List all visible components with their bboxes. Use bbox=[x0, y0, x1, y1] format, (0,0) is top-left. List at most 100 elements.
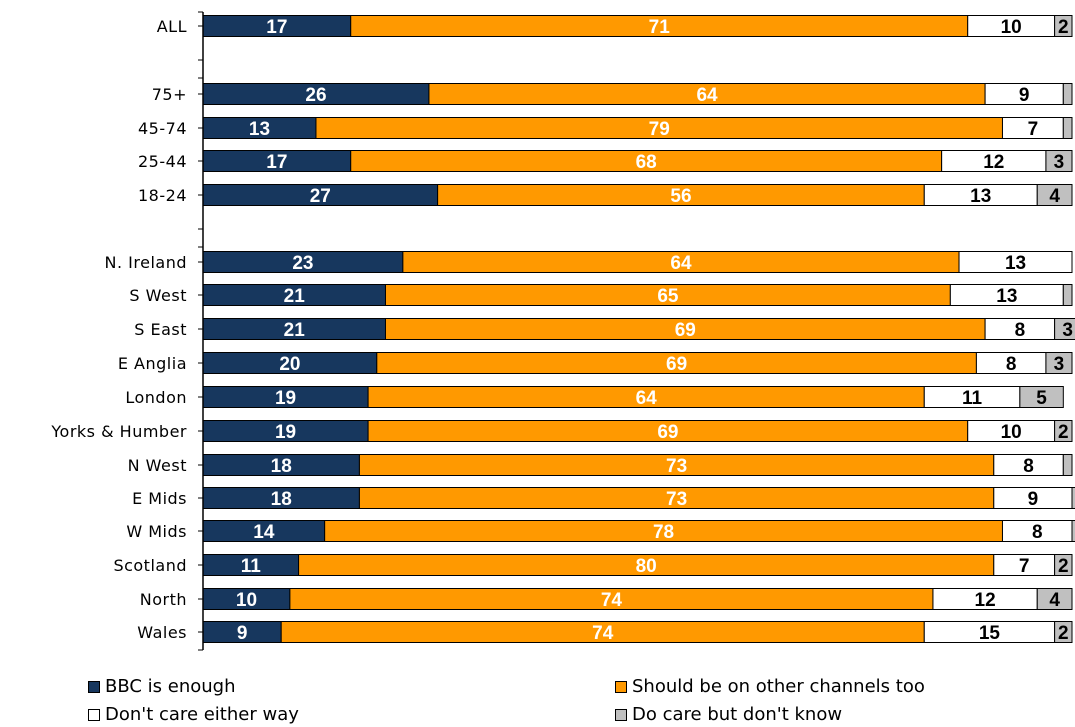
data-label-do-care-but-don-t-know-wales: 2 bbox=[1058, 623, 1069, 644]
data-label-should-be-on-other-channels-too-e-mids: 73 bbox=[666, 489, 687, 510]
bar-do-care-but-don-t-know-45-74 bbox=[1062, 117, 1073, 139]
data-label-don-t-care-either-way-w-mids: 8 bbox=[1032, 522, 1043, 543]
category-label-25-44: 25-44 bbox=[138, 152, 187, 171]
data-label-don-t-care-either-way-18-24: 13 bbox=[970, 186, 991, 207]
category-label-yorks-humber: Yorks & Humber bbox=[50, 422, 187, 441]
data-label-should-be-on-other-channels-too-s-west: 65 bbox=[657, 286, 679, 307]
data-label-bbc-is-enough-north: 10 bbox=[236, 590, 257, 611]
data-label-don-t-care-either-way-45-74: 7 bbox=[1028, 119, 1039, 140]
category-label-s-east: S East bbox=[134, 320, 187, 339]
bar-do-care-but-don-t-know-n-west bbox=[1062, 454, 1073, 476]
data-label-bbc-is-enough-scotland: 11 bbox=[241, 556, 262, 577]
legend-item-do-care-dont-know: Do care but don't know bbox=[615, 704, 842, 725]
data-label-don-t-care-either-way-n-west: 8 bbox=[1023, 456, 1034, 477]
data-label-bbc-is-enough-wales: 9 bbox=[237, 623, 248, 644]
bar-do-care-but-don-t-know-18-24 bbox=[1036, 184, 1073, 206]
data-label-should-be-on-other-channels-too-n-ireland: 64 bbox=[670, 253, 692, 274]
data-label-should-be-on-other-channels-too-s-east: 69 bbox=[675, 320, 696, 341]
bar-do-care-but-don-t-know-london bbox=[1019, 386, 1064, 408]
data-label-bbc-is-enough-n-ireland: 23 bbox=[292, 253, 313, 274]
data-label-bbc-is-enough-yorks-humber: 19 bbox=[275, 422, 296, 443]
bar-do-care-but-don-t-know-e-anglia bbox=[1045, 352, 1073, 374]
legend-label: BBC is enough bbox=[105, 676, 236, 697]
category-label-s-west: S West bbox=[129, 286, 187, 305]
data-label-bbc-is-enough-e-anglia: 20 bbox=[279, 354, 300, 375]
data-label-should-be-on-other-channels-too-25-44: 68 bbox=[636, 152, 657, 173]
category-label-75: 75+ bbox=[152, 85, 187, 104]
bar-do-care-but-don-t-know-s-west bbox=[1062, 284, 1073, 306]
data-label-don-t-care-either-way-e-anglia: 8 bbox=[1006, 354, 1017, 375]
data-label-should-be-on-other-channels-too-w-mids: 78 bbox=[653, 522, 674, 543]
data-label-don-t-care-either-way-scotland: 7 bbox=[1019, 556, 1030, 577]
category-label-w-mids: W Mids bbox=[126, 522, 187, 541]
legend-label: Should be on other channels too bbox=[632, 676, 925, 697]
data-label-do-care-but-don-t-know-scotland: 2 bbox=[1058, 556, 1069, 577]
data-label-bbc-is-enough-75: 26 bbox=[305, 85, 326, 106]
legend-label: Don't care either way bbox=[105, 704, 299, 725]
data-label-do-care-but-don-t-know-18-24: 4 bbox=[1049, 186, 1060, 207]
data-label-should-be-on-other-channels-too-45-74: 79 bbox=[649, 119, 670, 140]
data-label-do-care-but-don-t-know-all: 2 bbox=[1058, 17, 1069, 38]
legend-item-dont-care: Don't care either way bbox=[88, 704, 299, 725]
data-label-should-be-on-other-channels-too-n-west: 73 bbox=[666, 456, 687, 477]
data-label-bbc-is-enough-all: 17 bbox=[266, 17, 287, 38]
data-label-should-be-on-other-channels-too-wales: 74 bbox=[592, 623, 614, 644]
category-label-all: ALL bbox=[157, 17, 187, 36]
bar-do-care-but-don-t-know-w-mids bbox=[1071, 520, 1075, 542]
data-label-bbc-is-enough-s-west: 21 bbox=[284, 286, 306, 307]
legend-swatch bbox=[615, 680, 627, 693]
category-labels: ALL 75+ 45-74 25-44 18-24 N. Ireland S West S E… bbox=[50, 17, 187, 642]
data-label-bbc-is-enough-w-mids: 14 bbox=[253, 522, 275, 543]
data-label-should-be-on-other-channels-too-e-anglia: 69 bbox=[666, 354, 687, 375]
bar-do-care-but-don-t-know-all bbox=[1054, 15, 1073, 37]
bar-do-care-but-don-t-know-yorks-humber bbox=[1054, 420, 1073, 442]
data-label-bbc-is-enough-london: 19 bbox=[275, 388, 296, 409]
legend-item-other-channels: Should be on other channels too bbox=[615, 676, 925, 697]
legend: BBC is enough Should be on other channel… bbox=[0, 668, 1075, 727]
bar-do-care-but-don-t-know-scotland bbox=[1054, 554, 1073, 576]
data-label-don-t-care-either-way-all: 10 bbox=[1001, 17, 1022, 38]
legend-label: Do care but don't know bbox=[632, 704, 843, 725]
data-label-should-be-on-other-channels-too-north: 74 bbox=[601, 590, 623, 611]
bar-do-care-but-don-t-know-wales bbox=[1054, 621, 1073, 643]
data-label-don-t-care-either-way-e-mids: 9 bbox=[1028, 489, 1039, 510]
bar-do-care-but-don-t-know-75 bbox=[1062, 83, 1073, 105]
bar-do-care-but-don-t-know-25-44 bbox=[1045, 150, 1073, 172]
category-label-n-west: N West bbox=[128, 456, 187, 475]
bar-do-care-but-don-t-know-s-east bbox=[1054, 318, 1075, 340]
data-label-don-t-care-either-way-75: 9 bbox=[1019, 85, 1030, 106]
data-label-bbc-is-enough-18-24: 27 bbox=[310, 186, 331, 207]
bar-do-care-but-don-t-know-e-mids bbox=[1071, 487, 1075, 509]
data-label-should-be-on-other-channels-too-all: 71 bbox=[649, 17, 671, 38]
data-label-should-be-on-other-channels-too-scotland: 80 bbox=[636, 556, 657, 577]
data-label-don-t-care-either-way-london: 11 bbox=[962, 388, 983, 409]
category-label-london: London bbox=[125, 388, 187, 407]
category-label-e-mids: E Mids bbox=[132, 489, 187, 508]
data-label-bbc-is-enough-e-mids: 18 bbox=[271, 489, 292, 510]
data-label-don-t-care-either-way-n-ireland: 13 bbox=[1005, 253, 1026, 274]
data-label-don-t-care-either-way-s-west: 13 bbox=[996, 286, 1017, 307]
data-label-should-be-on-other-channels-too-london: 64 bbox=[636, 388, 658, 409]
category-label-n-ireland: N. Ireland bbox=[105, 253, 187, 272]
bar-don-t-care-either-way-n-ireland bbox=[958, 251, 1073, 273]
legend-swatch bbox=[88, 680, 100, 693]
data-label-should-be-on-other-channels-too-18-24: 56 bbox=[670, 186, 691, 207]
data-label-don-t-care-either-way-s-east: 8 bbox=[1015, 320, 1026, 341]
category-label-18-24: 18-24 bbox=[138, 186, 187, 205]
category-label-wales: Wales bbox=[137, 623, 187, 642]
data-label-should-be-on-other-channels-too-75: 64 bbox=[696, 85, 718, 106]
bar-do-care-but-don-t-know-north bbox=[1036, 588, 1073, 610]
data-label-should-be-on-other-channels-too-yorks-humber: 69 bbox=[657, 422, 678, 443]
category-label-north: North bbox=[140, 590, 187, 609]
data-label-do-care-but-don-t-know-london: 5 bbox=[1036, 388, 1047, 409]
legend-swatch bbox=[615, 708, 627, 721]
category-label-45-74: 45-74 bbox=[138, 119, 187, 138]
category-label-e-anglia: E Anglia bbox=[118, 354, 187, 373]
data-label-do-care-but-don-t-know-s-east: 3 bbox=[1062, 320, 1073, 341]
data-label-do-care-but-don-t-know-25-44: 3 bbox=[1054, 152, 1065, 173]
data-label-don-t-care-either-way-yorks-humber: 10 bbox=[1001, 422, 1022, 443]
data-label-don-t-care-either-way-25-44: 12 bbox=[983, 152, 1004, 173]
data-label-do-care-but-don-t-know-e-anglia: 3 bbox=[1054, 354, 1065, 375]
